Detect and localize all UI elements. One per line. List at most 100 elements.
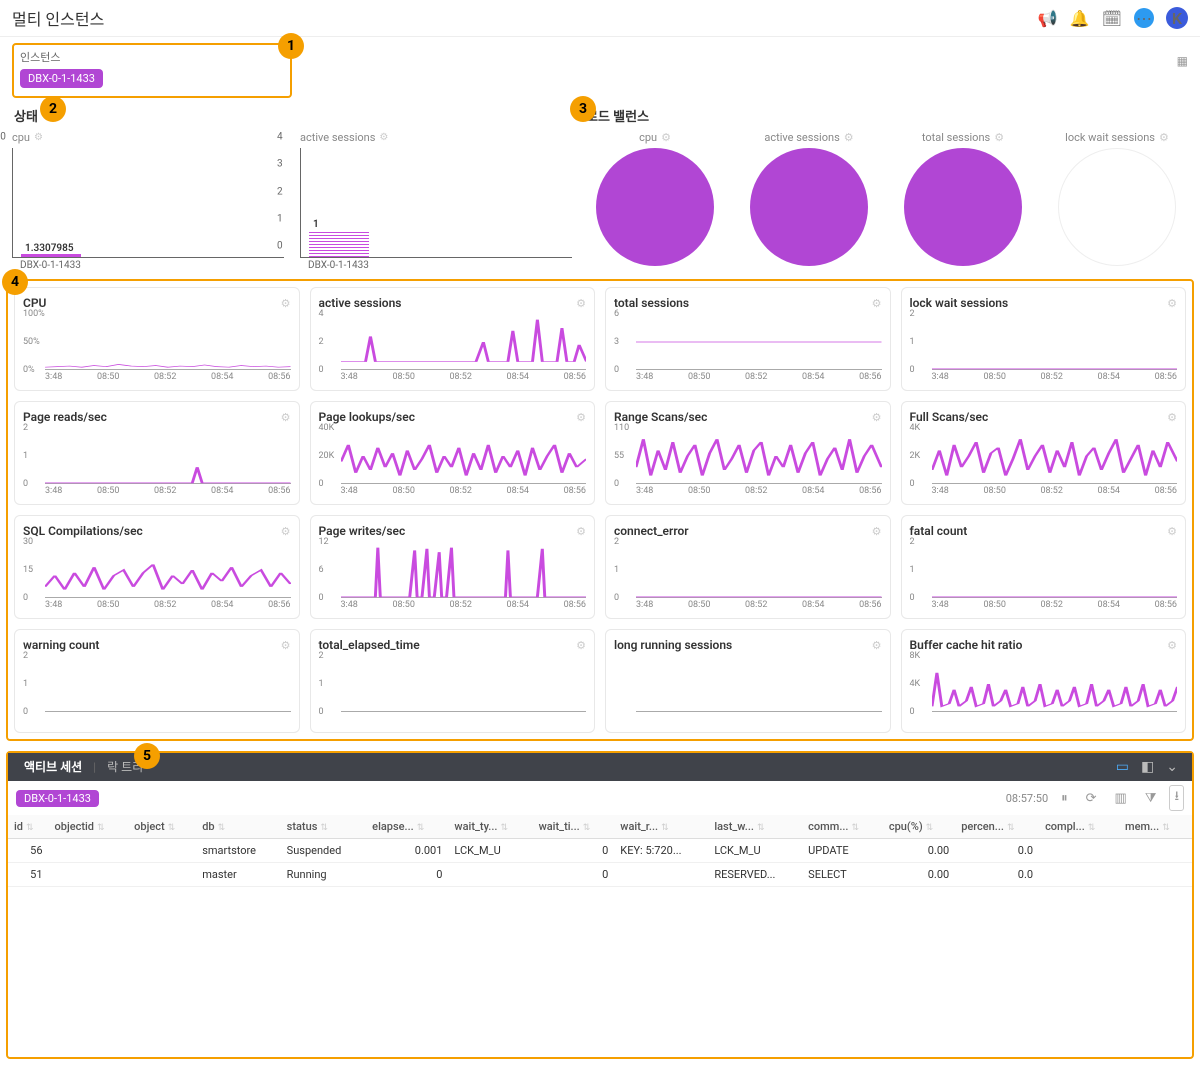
collapse-icon[interactable]: ⌄: [1160, 759, 1184, 775]
sort-icon[interactable]: ⇅: [218, 823, 226, 833]
sort-icon[interactable]: ⇅: [417, 823, 425, 833]
annotation-5: 5: [134, 743, 160, 769]
load-balance-item: active sessions ⚙: [738, 131, 880, 266]
gear-icon[interactable]: ⚙: [34, 132, 43, 143]
metric-card: Page reads/sec⚙ 012 3:4808:5008:5208:540…: [14, 401, 300, 505]
sort-icon[interactable]: ⇅: [757, 823, 765, 833]
table-header[interactable]: wait_r...⇅: [614, 815, 708, 839]
view-mode-1-icon[interactable]: ▭: [1110, 759, 1135, 775]
columns-icon[interactable]: ▥: [1110, 791, 1132, 806]
table-header[interactable]: wait_ty...⇅: [448, 815, 532, 839]
metric-card: Page lookups/sec⚙ 020K40K 3:4808:5008:52…: [310, 401, 596, 505]
bell-icon[interactable]: 🔔: [1070, 9, 1090, 28]
load-balance-title: 로드 밸런스: [584, 106, 1188, 125]
gear-icon[interactable]: ⚙: [1167, 297, 1177, 310]
gear-icon[interactable]: ⚙: [576, 411, 586, 424]
instance-chip[interactable]: DBX-0-1-1433: [20, 69, 103, 88]
table-header[interactable]: mem...⇅: [1119, 815, 1192, 839]
table-header[interactable]: cpu(%)⇅: [883, 815, 955, 839]
gear-icon[interactable]: ⚙: [872, 411, 882, 424]
sort-icon[interactable]: ⇅: [500, 823, 508, 833]
avatar[interactable]: K: [1166, 7, 1188, 29]
gear-icon[interactable]: ⚙: [994, 131, 1004, 144]
lb-circle: [904, 148, 1022, 266]
sort-icon[interactable]: ⇅: [1088, 823, 1096, 833]
gear-icon[interactable]: ⚙: [872, 525, 882, 538]
gear-icon[interactable]: ⚙: [281, 639, 291, 652]
bottom-panel: 5 액티브 세션 | 락 트리 ▭ ◧ ⌄ DBX-0-1-1433 08:57…: [6, 751, 1194, 1059]
lb-label: active sessions: [764, 131, 839, 144]
view-mode-2-icon[interactable]: ◧: [1135, 759, 1160, 775]
pause-icon[interactable]: ⏸: [1056, 791, 1073, 806]
table-cell: [1039, 839, 1119, 863]
metric-card: lock wait sessions⚙ 012 3:4808:5008:5208…: [901, 287, 1187, 391]
table-header[interactable]: elapse...⇅: [366, 815, 448, 839]
table-header[interactable]: status⇅: [281, 815, 367, 839]
table-header[interactable]: last_w...⇅: [708, 815, 802, 839]
gear-icon[interactable]: ⚙: [281, 297, 291, 310]
sort-icon[interactable]: ⇅: [583, 823, 591, 833]
metric-card: long running sessions⚙: [605, 629, 891, 733]
table-header[interactable]: wait_ti...⇅: [533, 815, 615, 839]
sort-icon[interactable]: ⇅: [661, 823, 669, 833]
gear-icon[interactable]: ⚙: [1167, 639, 1177, 652]
table-cell: RESERVED...: [708, 863, 802, 887]
status-panel: 2 상태 cpu⚙ 0255075100 1.3307985 DBX-0-1-1…: [12, 106, 572, 271]
table-row[interactable]: 51masterRunning00RESERVED...SELECT0.000.…: [8, 863, 1192, 887]
table-header[interactable]: objectid⇅: [49, 815, 129, 839]
sessions-table: id⇅objectid⇅object⇅db⇅status⇅elapse...⇅w…: [8, 815, 1192, 887]
sort-icon[interactable]: ⇅: [1162, 823, 1170, 833]
sort-icon[interactable]: ⇅: [168, 823, 176, 833]
lb-label: cpu: [639, 131, 657, 144]
table-row[interactable]: 56smartstoreSuspended0.001LCK_M_U0KEY: 5…: [8, 839, 1192, 863]
gear-icon[interactable]: ⚙: [872, 639, 882, 652]
table-header[interactable]: percen...⇅: [955, 815, 1039, 839]
table-cell: LCK_M_U: [448, 839, 532, 863]
table-cell: Running: [281, 863, 367, 887]
gear-icon[interactable]: ⚙: [661, 131, 671, 144]
sort-icon[interactable]: ⇅: [852, 823, 860, 833]
filter-icon[interactable]: ⧩: [1140, 791, 1162, 806]
table-cell: UPDATE: [802, 839, 883, 863]
status-bar-chart: active sessions⚙ 01234 1 DBX-0-1-1433: [300, 131, 572, 271]
gear-icon[interactable]: ⚙: [844, 131, 854, 144]
sort-icon[interactable]: ⇅: [320, 823, 328, 833]
gear-icon[interactable]: ⚙: [576, 297, 586, 310]
metric-chart: 012: [23, 656, 291, 724]
sort-icon[interactable]: ⇅: [926, 823, 934, 833]
table-header[interactable]: object⇅: [128, 815, 196, 839]
table-header[interactable]: db⇅: [196, 815, 280, 839]
table-header[interactable]: compl...⇅: [1039, 815, 1119, 839]
gear-icon[interactable]: ⚙: [281, 411, 291, 424]
refresh-icon[interactable]: ⟳: [1081, 791, 1102, 806]
gear-icon[interactable]: ⚙: [576, 639, 586, 652]
layout-icon[interactable]: ▦: [1177, 54, 1188, 68]
metric-chart: 02K4K 3:4808:5008:5208:5408:56: [910, 428, 1178, 496]
sort-icon[interactable]: ⇅: [26, 823, 34, 833]
chat-icon[interactable]: ⋯: [1134, 8, 1154, 28]
bottom-tabs-bar: 액티브 세션 | 락 트리 ▭ ◧ ⌄: [8, 753, 1192, 781]
announce-icon[interactable]: 📢: [1038, 9, 1058, 28]
table-cell: LCK_M_U: [708, 839, 802, 863]
sort-icon[interactable]: ⇅: [97, 823, 105, 833]
table-cell: [1119, 839, 1192, 863]
gear-icon[interactable]: ⚙: [379, 132, 388, 143]
status-bar-chart: cpu⚙ 0255075100 1.3307985 DBX-0-1-1433: [12, 131, 284, 271]
table-instance-chip[interactable]: DBX-0-1-1433: [16, 790, 99, 807]
bottom-tab[interactable]: 액티브 세션: [16, 760, 90, 774]
table-header[interactable]: comm...⇅: [802, 815, 883, 839]
gear-icon[interactable]: ⚙: [1167, 525, 1177, 538]
gear-icon[interactable]: ⚙: [576, 525, 586, 538]
gear-icon[interactable]: ⚙: [1167, 411, 1177, 424]
gear-icon[interactable]: ⚙: [281, 525, 291, 538]
gear-icon[interactable]: ⚙: [1159, 131, 1169, 144]
calendar-icon[interactable]: 🗓: [1102, 9, 1122, 28]
gear-icon[interactable]: ⚙: [872, 297, 882, 310]
download-icon[interactable]: ⭳: [1169, 785, 1184, 811]
sort-icon[interactable]: ⇅: [1007, 823, 1015, 833]
load-balance-panel: 3 로드 밸런스 cpu⚙ active sessions⚙ total ses…: [584, 106, 1188, 271]
lb-label: total sessions: [922, 131, 990, 144]
table-header[interactable]: id⇅: [8, 815, 49, 839]
metric-chart: 012 3:4808:5008:5208:5408:56: [910, 314, 1178, 382]
bar: [309, 230, 369, 257]
